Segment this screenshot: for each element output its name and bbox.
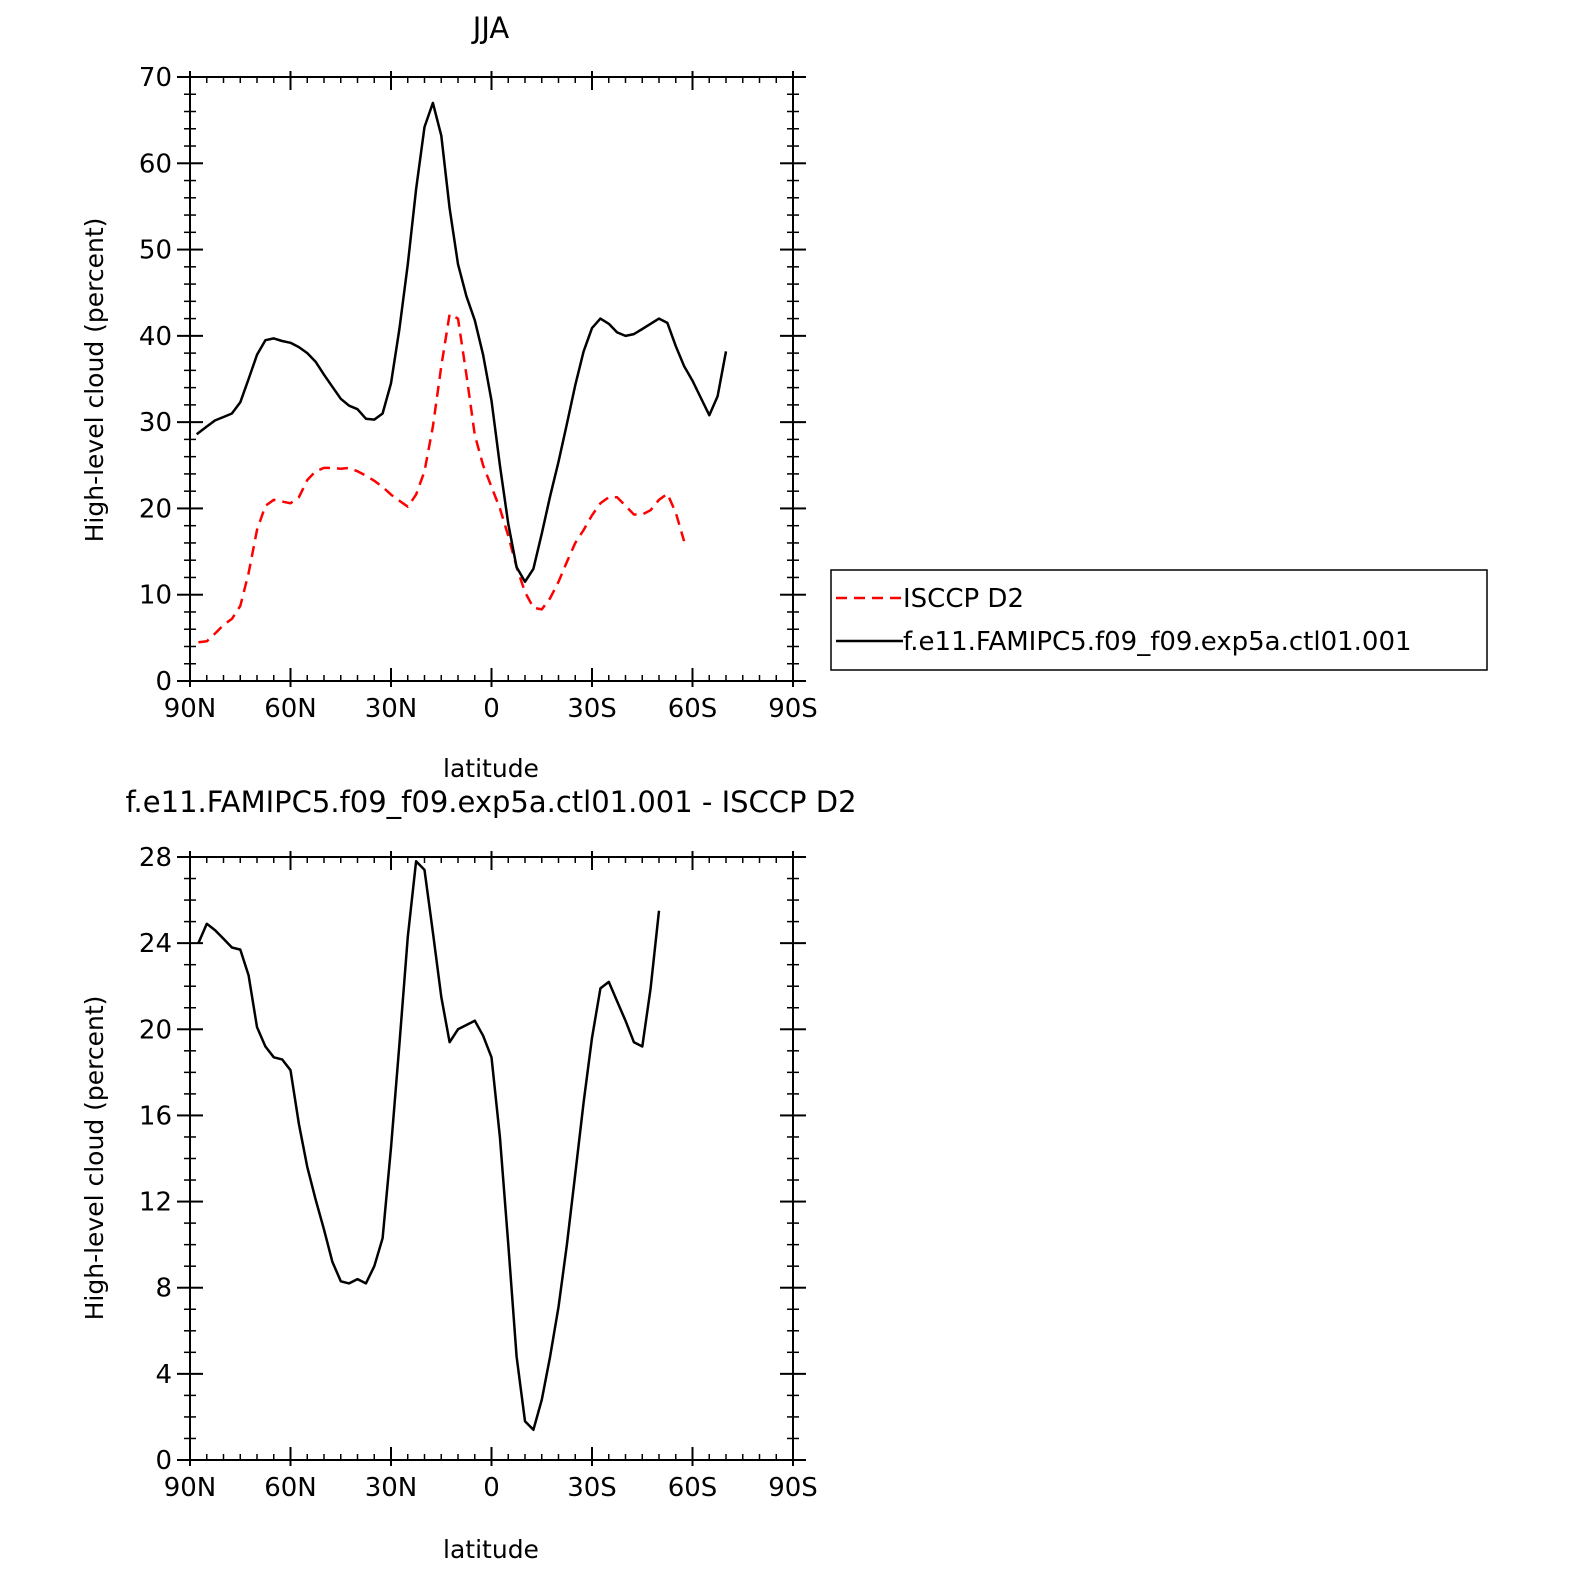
- x-tick-label: 30S: [567, 1473, 617, 1503]
- y-tick-label: 8: [155, 1274, 172, 1304]
- top-panel: JJA 90N 60N 30N 0 30S 60S 90S 0 10 20 30 40 50 60 70 l…: [80, 11, 1488, 783]
- x-axis-label: latitude: [443, 1535, 539, 1564]
- x-tick-label: 0: [483, 1473, 500, 1503]
- y-tick-label: 70: [139, 63, 172, 93]
- x-tick-label: 90N: [164, 694, 217, 724]
- x-tick-label: 60S: [668, 694, 718, 724]
- y-tick-label: 10: [139, 581, 172, 611]
- x-tick-label: 60N: [264, 694, 317, 724]
- plot-frame: [189, 856, 794, 1461]
- x-tick-label: 60N: [264, 1473, 317, 1503]
- y-tick-label: 60: [139, 149, 172, 179]
- y-tick-label: 28: [139, 843, 172, 873]
- y-axis-label: High-level cloud (percent): [80, 996, 109, 1321]
- top-plot-area: 90N 60N 30N 0 30S 60S 90S 0 10 20 30 40 50 60 70: [139, 63, 818, 724]
- legend-box: [830, 569, 1488, 671]
- legend: ISCCP D2 f.e11.FAMIPC5.f09_f09.exp5a.ctl…: [830, 569, 1488, 671]
- plot-frame: [189, 76, 794, 682]
- y-tick-label: 16: [139, 1101, 172, 1131]
- legend-label-model: f.e11.FAMIPC5.f09_f09.exp5a.ctl01.001: [903, 627, 1412, 657]
- y-tick-label: 12: [139, 1188, 172, 1218]
- chart-title: JJA: [471, 11, 510, 45]
- y-tick-label: 20: [139, 494, 172, 524]
- x-tick-label: 60S: [668, 1473, 718, 1503]
- x-tick-label: 30N: [365, 1473, 418, 1503]
- x-tick-label: 90S: [768, 1473, 818, 1503]
- x-axis-label: latitude: [443, 754, 539, 783]
- y-tick-label: 4: [155, 1360, 172, 1390]
- y-axis-label: High-level cloud (percent): [80, 218, 109, 543]
- y-tick-label: 50: [139, 236, 172, 266]
- series-line-1: [195, 101, 728, 584]
- y-tick-label: 0: [155, 1446, 172, 1476]
- x-tick-label: 30S: [567, 694, 617, 724]
- y-tick-label: 20: [139, 1015, 172, 1045]
- chart-title: f.e11.FAMIPC5.f09_f09.exp5a.ctl01.001 - …: [125, 785, 856, 819]
- series-line-dashed-0: [198, 313, 686, 644]
- x-tick-label: 90N: [164, 1473, 217, 1503]
- legend-label-isccp: ISCCP D2: [903, 584, 1024, 614]
- y-tick-label: 30: [139, 408, 172, 438]
- series-line-0: [197, 860, 661, 1432]
- x-tick-label: 30N: [365, 694, 418, 724]
- bottom-panel: f.e11.FAMIPC5.f09_f09.exp5a.ctl01.001 - …: [80, 785, 857, 1564]
- x-tick-label: 0: [483, 694, 500, 724]
- x-tick-label: 90S: [768, 694, 818, 724]
- bottom-plot-area: 90N 60N 30N 0 30S 60S 90S 0 4 8 12 16 20 24 28: [139, 843, 818, 1503]
- y-tick-label: 0: [155, 667, 172, 697]
- y-tick-label: 24: [139, 929, 172, 959]
- y-tick-label: 40: [139, 322, 172, 352]
